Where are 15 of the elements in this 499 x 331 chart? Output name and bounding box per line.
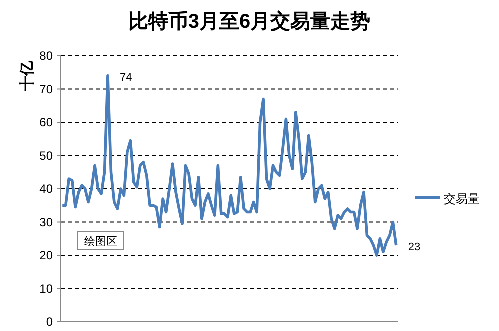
ytick: 70 [40, 82, 53, 96]
ytick: 30 [40, 215, 53, 230]
legend-item: 交易量 [444, 192, 480, 206]
ytick: 80 [40, 49, 53, 63]
ytick: 60 [40, 116, 53, 130]
annotation: 绘图区 [84, 236, 118, 248]
title: 比特币3月至6月交易量走势 [128, 11, 371, 33]
ytick: 20 [40, 248, 53, 262]
ytick: 40 [40, 182, 53, 196]
value-label: 23 [408, 242, 421, 254]
ytick: 10 [40, 282, 53, 296]
ytick: 50 [40, 148, 53, 163]
value-label: 74 [120, 72, 132, 84]
ytick: 0 [46, 315, 53, 329]
ylabel: 十亿 [19, 61, 36, 91]
